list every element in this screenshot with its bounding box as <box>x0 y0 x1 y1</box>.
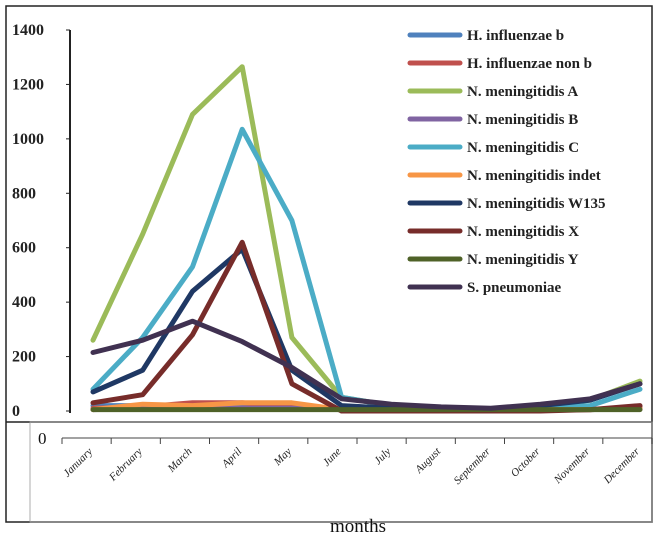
y-ticks: 0 200 400 600 800 1000 1200 1400 <box>12 22 70 420</box>
y-tick-label: 600 <box>12 240 36 257</box>
legend-label: N. meningitidis W135 <box>467 196 606 212</box>
y-tick-label: 0 <box>12 403 20 420</box>
legend-label: N. meningitidis C <box>467 140 579 156</box>
y-tick-label: 1200 <box>12 76 44 93</box>
legend-label: N. meningitidis B <box>467 112 578 128</box>
y-tick-label: 1400 <box>12 22 44 39</box>
legend-label: H. influenzae non b <box>467 56 592 72</box>
x-axis-label: months <box>330 516 386 535</box>
legend-label: N. meningitidis Y <box>467 252 579 268</box>
y-tick-label: 800 <box>12 185 36 202</box>
legend-label: S. pneumoniae <box>467 280 562 296</box>
y-tick-label: 200 <box>12 349 36 366</box>
y-tick-label: 400 <box>12 294 36 311</box>
legend-label: N. meningitidis A <box>467 84 578 100</box>
legend: H. influenzae b H. influenzae non b N. men… <box>407 28 606 296</box>
series-layer <box>90 64 643 414</box>
legend-label: H. influenzae b <box>467 28 564 44</box>
chart-frame <box>5 5 653 523</box>
series-line-10 <box>90 318 643 411</box>
y-tick-label: 1000 <box>12 131 44 148</box>
legend-label: N. meningitidis indet <box>467 168 601 184</box>
legend-label: N. meningitidis X <box>467 224 579 240</box>
lower-axis-zero: 0 <box>38 429 47 448</box>
lower-panel-frame <box>29 421 653 523</box>
